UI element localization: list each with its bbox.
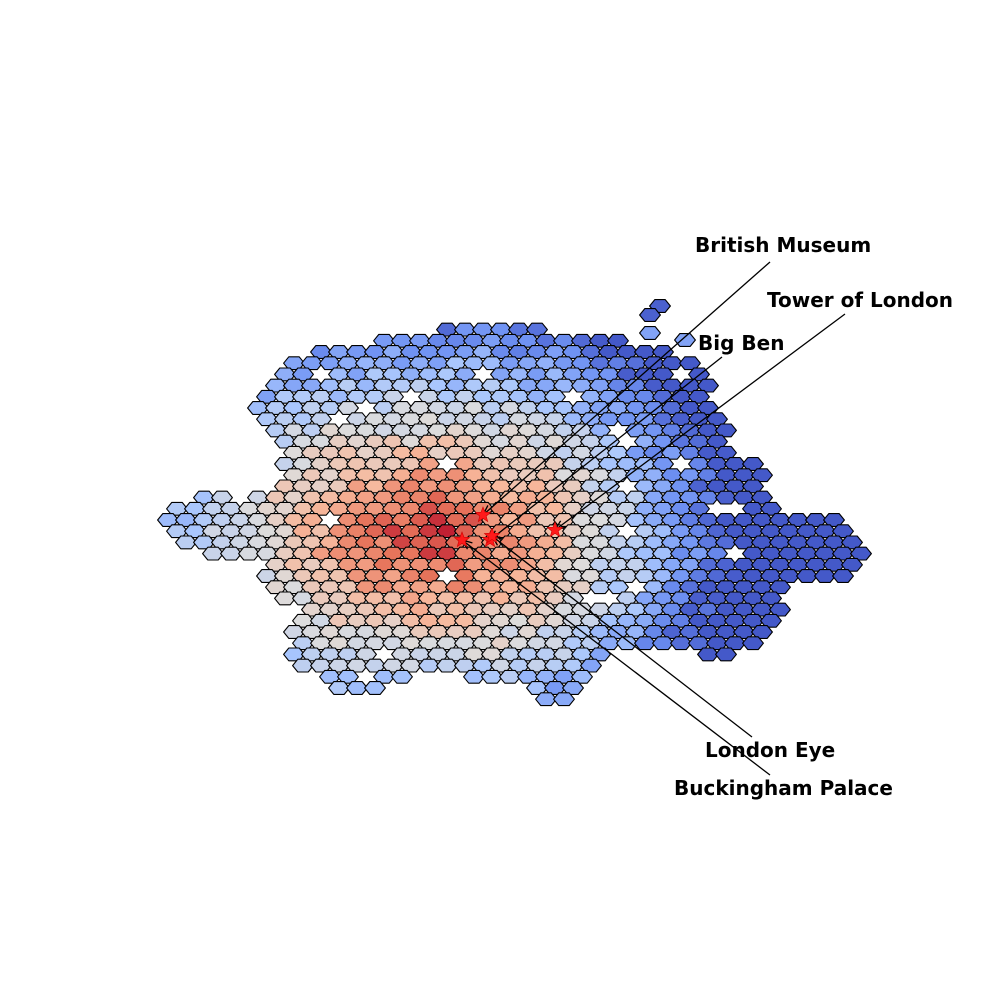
hex-cell (238, 546, 260, 561)
hex-cell (391, 669, 413, 684)
star-marker-buckingham-palace (453, 531, 471, 548)
hex-cell (697, 378, 719, 393)
hex-cell (639, 326, 661, 340)
hex-cell (661, 356, 683, 371)
hex-cell (535, 692, 557, 707)
hexbin-layer (157, 299, 872, 707)
hex-cell (697, 647, 719, 662)
hex-cell (674, 333, 696, 347)
label-big-ben: Big Ben (698, 331, 784, 355)
label-tower-of-london: Tower of London (767, 288, 953, 312)
hex-cell (814, 569, 836, 583)
hex-cell (607, 513, 629, 527)
hex-cell (319, 401, 341, 415)
leader-london-eye (491, 535, 753, 738)
hex-cell (274, 591, 296, 606)
hex-cell (742, 636, 764, 651)
label-buckingham-palace: Buckingham Palace (674, 776, 893, 800)
hex-cell (400, 658, 422, 673)
annotation-leaders (460, 261, 846, 776)
hex-cell (751, 625, 773, 639)
hex-cell (436, 658, 458, 673)
hex-cell (301, 356, 323, 371)
hex-cell (850, 546, 872, 561)
hex-cell (418, 658, 440, 673)
hex-cell (346, 658, 368, 673)
hex-cell (697, 490, 719, 505)
hex-cell (715, 535, 737, 550)
leader-british-museum (482, 261, 771, 516)
hex-cell (391, 378, 413, 393)
hex-cell (796, 569, 818, 583)
hex-cell (553, 692, 575, 707)
hex-cell (364, 681, 386, 695)
hex-cell (769, 580, 791, 595)
hex-cell (580, 658, 602, 673)
hex-cell (463, 669, 485, 684)
star-marker-british-museum (474, 506, 492, 523)
hex-cell (346, 389, 368, 404)
hex-cell (841, 557, 863, 572)
hex-cell (202, 546, 224, 561)
hex-cell (328, 681, 350, 695)
hex-cell (715, 490, 737, 505)
hex-cell (373, 669, 395, 684)
hex-cell (769, 602, 791, 617)
hex-cell (220, 546, 242, 561)
hex-cell (346, 681, 368, 695)
hex-cell (760, 613, 782, 628)
hex-cell (292, 658, 314, 673)
hex-cell (463, 356, 485, 371)
hex-cell (670, 636, 692, 651)
hex-cell (571, 669, 593, 684)
hex-cell (310, 501, 332, 516)
hex-cell (661, 445, 683, 460)
hex-cell (364, 636, 386, 651)
hex-cell (427, 445, 449, 460)
leader-buckingham-palace (461, 539, 771, 776)
annotation-labels: British Museum Tower of London Big Ben L… (674, 233, 953, 800)
hex-cell (571, 580, 593, 595)
hex-cell (751, 468, 773, 483)
label-british-museum: British Museum (695, 233, 871, 257)
hex-cell (175, 535, 197, 550)
label-london-eye: London Eye (705, 738, 835, 762)
hex-cell (427, 557, 449, 572)
hex-cell (499, 669, 521, 684)
hex-cell (562, 681, 584, 695)
hex-cell (715, 647, 737, 662)
hex-cell (778, 569, 800, 583)
hex-cell (598, 636, 620, 651)
hex-cell (652, 636, 674, 651)
hex-cell (481, 669, 503, 684)
hex-cell (589, 647, 611, 662)
leader-tower-of-london (554, 313, 846, 531)
hex-cell (639, 308, 661, 322)
hex-cell (832, 569, 854, 583)
landmark-markers (453, 506, 564, 548)
hex-cell (553, 378, 575, 393)
hex-cell (616, 569, 638, 583)
hex-cell (724, 636, 746, 651)
star-marker-tower-of-london (546, 521, 564, 538)
hex-cell (634, 636, 656, 651)
hex-cell (598, 412, 620, 427)
hex-cell (589, 580, 611, 595)
hex-cell (616, 636, 638, 651)
hex-cell (715, 423, 737, 438)
star-marker-london-eye (483, 527, 501, 544)
leader-big-ben (489, 356, 723, 541)
